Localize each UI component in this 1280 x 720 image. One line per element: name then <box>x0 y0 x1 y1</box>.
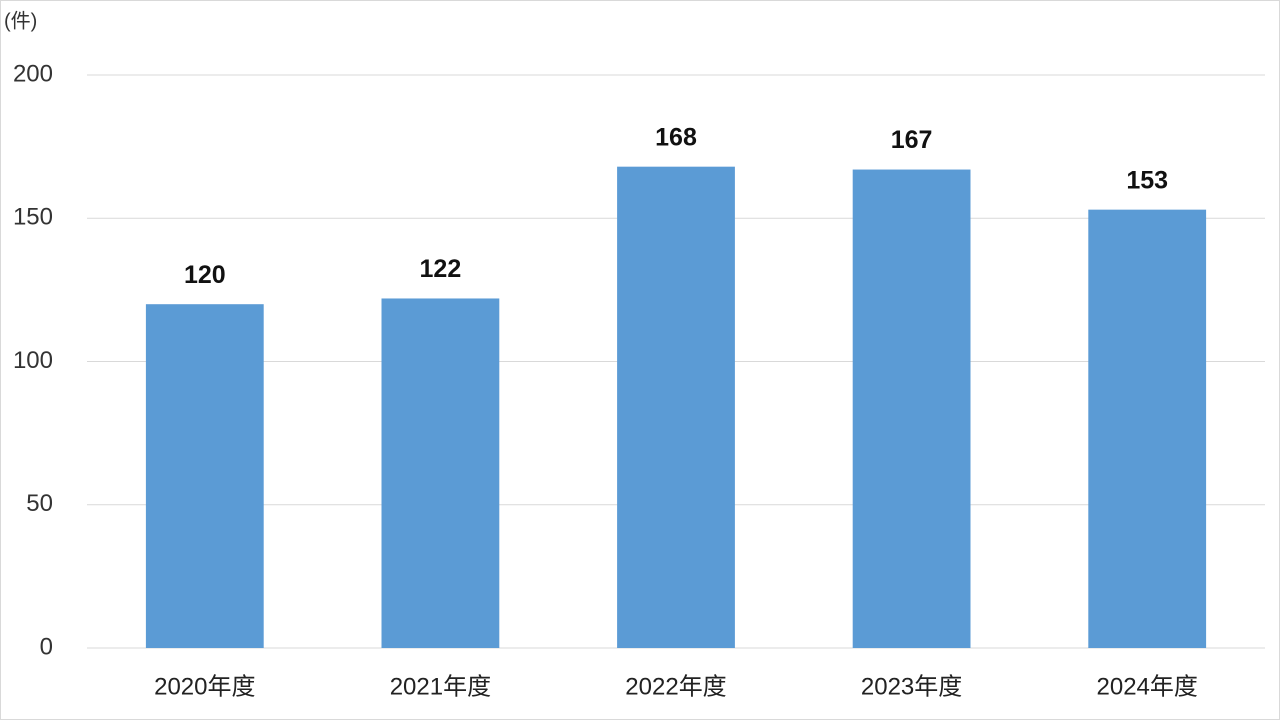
y-tick-label: 50 <box>26 490 53 517</box>
y-tick-label: 200 <box>13 60 53 87</box>
y-axis-unit: (件) <box>4 9 37 32</box>
bar <box>145 304 264 648</box>
y-tick-label: 0 <box>40 633 53 660</box>
x-tick-label: 2024年度 <box>1097 673 1198 700</box>
data-label: 153 <box>1126 166 1168 194</box>
data-label: 168 <box>655 123 697 151</box>
x-tick-label: 2021年度 <box>390 673 491 700</box>
bar <box>617 166 735 648</box>
x-tick-label: 2022年度 <box>625 673 726 700</box>
y-tick-label: 150 <box>13 204 53 231</box>
x-tick-label: 2023年度 <box>861 673 962 700</box>
y-tick-label: 100 <box>13 347 53 374</box>
data-label: 120 <box>184 261 226 289</box>
bar <box>381 298 500 648</box>
data-label: 167 <box>891 126 933 154</box>
bar <box>1088 209 1207 648</box>
data-label: 122 <box>420 255 462 283</box>
x-tick-label: 2020年度 <box>154 673 255 700</box>
bar <box>852 169 971 649</box>
